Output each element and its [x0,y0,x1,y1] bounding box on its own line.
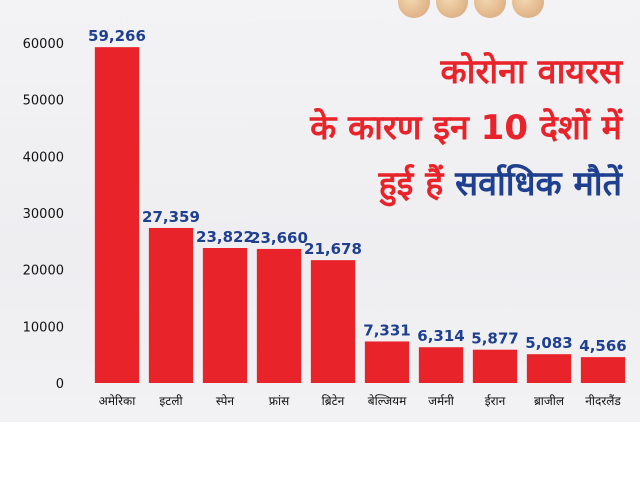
x-tick-label: ईरान [485,394,506,408]
y-tick-label: 60000 [23,37,64,52]
bar [148,227,194,383]
bar [256,248,302,383]
infographic-panel: 0 10000 20000 30000 40000 50000 60000 59,266 27… [0,0,640,422]
bar [364,341,410,383]
virus-particle-icon [512,0,544,18]
y-tick-label: 20000 [23,264,64,279]
x-tick-label: नीदरलैंड [585,394,621,408]
bar-value-label: 59,266 [88,27,146,45]
virus-decoration [398,0,568,22]
bar-value-label: 4,566 [579,337,626,355]
bar [202,248,248,383]
bar-value-label: 7,331 [363,321,410,339]
headline: कोरोना वायरस के कारण इन 10 देशों में हुई… [292,44,622,212]
headline-line-2: के कारण इन 10 देशों में [310,108,622,148]
x-tick-label: ब्रिटेन [322,394,345,408]
x-tick-label: जर्मनी [428,394,455,408]
x-axis: अमेरिका इटली स्पेन फ्रांस ब्रिटेन बेल्जियम जर्… [99,394,622,408]
virus-particle-icon [474,0,506,18]
headline-line-1: कोरोना वायरस [440,52,622,92]
bars [94,47,626,383]
y-tick-label: 30000 [23,207,64,222]
bar-value-label: 5,083 [525,334,572,352]
y-tick-label: 10000 [23,320,64,335]
x-tick-label: बेल्जियम [368,394,407,408]
bar [94,47,140,383]
bar [418,347,464,383]
headline-highlight: सर्वाधिक मौतें [455,164,622,204]
x-tick-label: फ्रांस [269,394,290,408]
bar-value-label: 27,359 [142,208,200,226]
y-axis: 0 10000 20000 30000 40000 50000 60000 [23,37,64,392]
y-tick-label: 0 [56,377,64,392]
y-tick-label: 50000 [23,94,64,109]
bar [472,349,518,383]
bar [526,354,572,383]
virus-particle-icon [436,0,468,18]
x-tick-label: ब्राजील [534,394,565,408]
bar-value-label: 5,877 [471,330,518,348]
bar-value-label: 23,660 [250,229,308,247]
y-tick-label: 40000 [23,150,64,165]
x-tick-label: स्पेन [216,394,234,408]
bar-chart: 0 10000 20000 30000 40000 50000 60000 59,266 27… [23,27,627,408]
bar-value-label: 23,822 [196,228,254,246]
bar [310,260,356,383]
bar-value-label: 6,314 [417,327,464,345]
bar-value-label: 21,678 [304,240,362,258]
x-tick-label: इटली [159,394,183,408]
bar [580,357,626,383]
x-tick-label: अमेरिका [99,394,137,408]
virus-particle-icon [398,0,430,18]
headline-line-3-prefix: हुई हैं [378,164,444,204]
